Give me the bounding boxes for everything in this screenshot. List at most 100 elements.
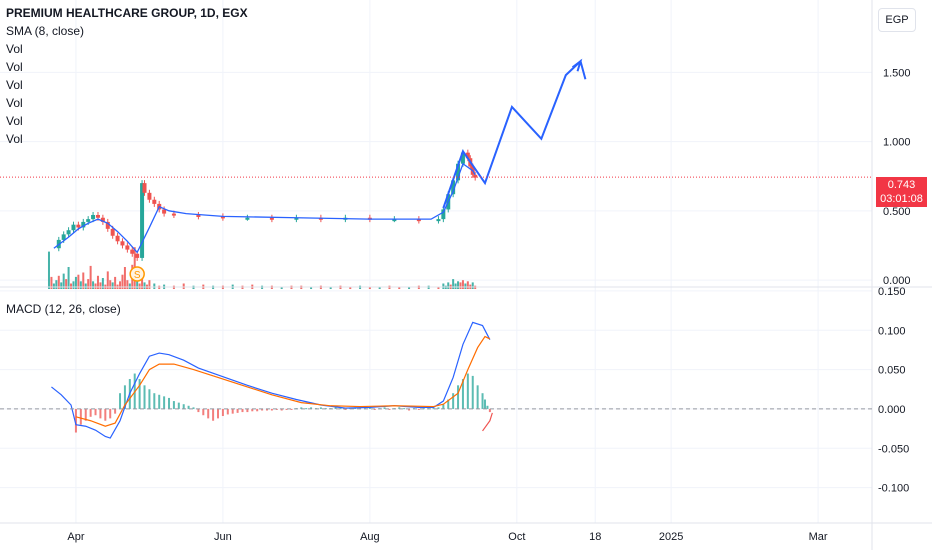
vol-legend[interactable]: Vol [6,132,23,146]
macd-tick-label: 0.000 [878,404,906,416]
macd-histogram-bar [486,405,489,409]
volume-bar [454,283,457,289]
currency-button[interactable]: EGP [878,8,916,32]
macd-histogram-bar [168,397,171,409]
macd-trend-line [482,412,493,432]
time-tick-label: Mar [809,531,828,543]
macd-histogram-bar [398,407,401,409]
volume-bar [65,279,68,289]
macd-tick-label: -0.100 [878,483,909,495]
candle-body [294,217,299,220]
volume-bar [57,275,60,289]
candle-body [441,209,446,220]
candle-body [120,241,125,246]
macd-histogram-bar [476,385,479,409]
volume-bar [87,279,90,289]
candle-body [196,214,201,217]
price-series: S [53,58,587,282]
volume-bar [74,276,77,289]
price-tick-label: 1.000 [883,137,911,149]
volume-bar [114,276,117,289]
macd-histogram-bar [442,404,445,409]
macd-histogram-bar [177,402,180,409]
volume-bar [109,280,112,289]
candle-body [147,192,152,200]
macd-histogram-bar [94,408,97,416]
volume-bar [464,283,467,289]
macd-histogram-bar [452,393,455,409]
volume-bar [442,283,445,289]
time-tick-label: Apr [67,531,84,543]
macd-tick-label: 0.050 [878,365,906,377]
volume-bar [459,282,462,289]
macd-tick-label: -0.050 [878,443,909,455]
macd-histogram-bar [158,394,161,409]
candle-body [465,152,470,159]
macd-histogram-bar [280,408,283,411]
macd-histogram-bar [334,407,337,409]
candle-body [392,219,397,222]
volume-bar [128,283,131,289]
macd-histogram-bar [192,407,195,409]
volume-bar [89,265,92,289]
macd-histogram-bar [265,408,268,411]
vol-legend[interactable]: Vol [6,60,23,74]
volume-bar [111,282,114,289]
candle-body [130,249,135,254]
volume-bar [466,281,469,289]
volume-bar [153,283,156,289]
macd-histogram-bar [432,408,435,410]
candle-body [269,217,274,220]
volume-bar [447,282,450,289]
macd-histogram-bar [481,393,484,409]
candle-body [416,219,421,222]
macd-line [51,321,491,439]
volume-bar [92,281,95,289]
macd-histogram-bar [84,408,87,421]
candle-body [436,219,441,222]
vol-legend[interactable]: Vol [6,96,23,110]
volume-bar [408,286,411,289]
candle-body [171,213,176,216]
volume-bar [60,282,63,289]
macd-histogram-bar [310,407,313,409]
candle-body [71,224,76,231]
macd-histogram-bar [123,385,126,409]
chart-legend: PREMIUM HEALTHCARE GROUP, 1D, EGX SMA (8… [6,4,248,148]
candle-body [152,199,157,204]
macd-histogram-bar [388,408,391,410]
macd-histogram-bar [483,399,486,409]
macd-histogram-bar [246,408,249,413]
macd-histogram-bar [290,408,293,410]
macd-histogram-bar [319,407,322,409]
macd-histogram-bar [197,408,200,413]
vol-legend[interactable]: Vol [6,114,23,128]
volume-bar [72,281,75,289]
volume-bar [349,286,352,289]
volume-bar [106,271,109,289]
macd-histogram-bar [226,408,229,415]
volume-bar [55,280,58,289]
macd-histogram-bar [339,408,342,410]
candle-body [142,183,147,193]
time-tick-label: 18 [589,531,601,543]
volume-bar [123,267,126,289]
macd-legend[interactable]: MACD (12, 26, close) [6,302,121,316]
macd-histogram-bar [99,408,102,419]
last-price-value: 0.743 [887,179,916,191]
macd-histogram-bar [217,408,219,419]
split-event-label: S [134,270,141,281]
volume-bar [82,272,85,289]
macd-histogram-bar [241,408,244,413]
sma-legend[interactable]: SMA (8, close) [6,24,85,38]
last-price-tag: 0.743 03:01:08 [876,177,927,207]
volume-bar [77,274,80,289]
price-tick-label: 0.500 [883,206,911,218]
volume-bar [329,286,332,289]
vol-legend[interactable]: Vol [6,42,23,56]
vol-legend[interactable]: Vol [6,78,23,92]
candle-body [451,180,456,195]
macd-histogram-bar [114,408,117,414]
volume-bar [52,283,55,289]
